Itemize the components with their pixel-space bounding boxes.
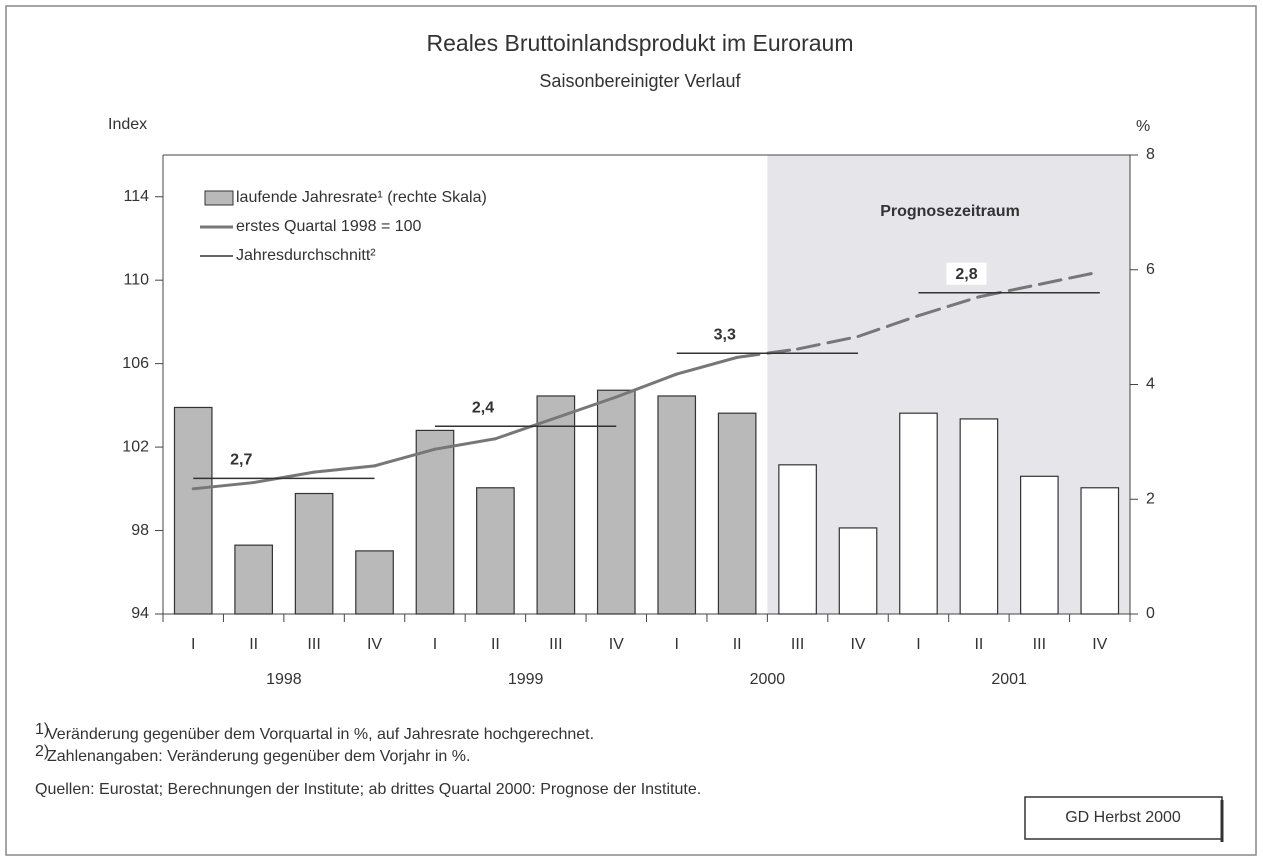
bar — [657, 395, 697, 615]
note: Zahlenangaben: Veränderung gegenüber dem… — [47, 748, 470, 765]
bar — [234, 544, 273, 615]
bar — [838, 527, 878, 615]
bar — [173, 406, 213, 615]
x-tick-label: I — [916, 636, 920, 653]
line-segment-forecast — [916, 295, 981, 318]
line-segment — [252, 470, 316, 485]
y2-axis-label: % — [1136, 118, 1150, 135]
bar — [899, 412, 938, 615]
annual-label: 2,7 — [230, 452, 252, 469]
line-segment — [614, 372, 679, 399]
forecast-region — [767, 155, 1130, 614]
y-tick-label: 106 — [122, 355, 149, 372]
annual-label: 3,3 — [714, 326, 736, 343]
bar — [717, 412, 757, 615]
annual-label: 2,8 — [955, 266, 977, 283]
x-tick-label: I — [191, 636, 195, 653]
chart-subtitle: Saisonbereinigter Verlauf — [539, 71, 741, 91]
x-tick-label: III — [307, 636, 320, 653]
annual-label-bg — [462, 396, 503, 419]
annual-label-bg — [704, 323, 745, 346]
y-tick-label: 98 — [131, 522, 149, 539]
bar — [355, 550, 394, 615]
source: Quellen: Eurostat; Berechnungen der Inst… — [35, 781, 701, 798]
annual-label-bg — [946, 262, 987, 285]
chart-title: Reales Bruttoinlandsprodukt im Euroraum — [427, 30, 854, 56]
y2-tick-label: 2 — [1146, 490, 1155, 507]
y-axis-label: Index — [108, 116, 147, 133]
legend-label: laufende Jahresrate¹ (rechte Skala) — [236, 189, 487, 206]
forecast-label: Prognosezeitraum — [880, 203, 1020, 220]
annual-label: 2,4 — [472, 399, 494, 416]
line-segment-forecast — [796, 335, 860, 351]
x-tick-label: I — [433, 636, 437, 653]
bar — [1080, 487, 1120, 615]
year-label: 2000 — [750, 671, 786, 688]
y-tick-label: 114 — [123, 188, 149, 205]
legend-label: erstes Quartal 1998 = 100 — [236, 218, 422, 235]
y2-tick-label: 0 — [1146, 605, 1155, 622]
line-segment — [191, 481, 256, 491]
y-tick-label: 94 — [131, 605, 149, 622]
line-segment — [675, 355, 739, 376]
bar — [415, 429, 455, 615]
x-tick-label: II — [249, 636, 258, 653]
y2-tick-label: 6 — [1146, 261, 1155, 278]
x-tick-label: IV — [609, 636, 624, 653]
x-tick-label: III — [1033, 636, 1046, 653]
note-marker: 2) — [35, 743, 49, 760]
x-tick-label: III — [549, 636, 562, 653]
bar — [476, 487, 515, 615]
bar — [294, 492, 334, 615]
line-segment — [554, 395, 618, 420]
year-label: 1999 — [508, 671, 544, 688]
bar — [778, 464, 817, 615]
line-segment-forecast — [977, 282, 1041, 299]
line-segment-forecast — [1037, 270, 1102, 286]
frame — [5, 5, 1257, 856]
y2-tick-label: 8 — [1146, 146, 1155, 163]
legend-label: Jahresdurchschnitt² — [236, 247, 376, 264]
x-tick-label: II — [733, 636, 742, 653]
x-tick-label: IV — [367, 636, 382, 653]
x-tick-label: IV — [850, 636, 865, 653]
bar — [1020, 475, 1059, 615]
line-segment — [312, 464, 377, 474]
x-tick-label: I — [674, 636, 678, 653]
annual-label-bg — [221, 448, 262, 471]
line-segment — [493, 416, 558, 441]
x-tick-label: IV — [1092, 636, 1107, 653]
bar — [596, 389, 636, 615]
year-label: 2001 — [991, 671, 1027, 688]
note-marker: 1) — [35, 721, 49, 738]
y-tick-label: 102 — [122, 438, 149, 455]
x-tick-label: II — [491, 636, 500, 653]
badge: GD Herbst 2000 — [1065, 809, 1181, 826]
year-label: 1998 — [266, 671, 302, 688]
line-segment — [373, 447, 437, 468]
line-segment — [433, 437, 497, 451]
badge-box — [1024, 796, 1223, 840]
bar — [536, 395, 576, 615]
x-tick-label: II — [974, 636, 983, 653]
line-segment-forecast — [856, 314, 920, 339]
y-tick-label: 110 — [123, 271, 149, 288]
x-tick-label: III — [791, 636, 804, 653]
y2-tick-label: 4 — [1146, 376, 1155, 393]
bar — [959, 418, 999, 615]
note: Veränderung gegenüber dem Vorquartal in … — [47, 726, 594, 743]
legend-swatch — [204, 190, 234, 206]
